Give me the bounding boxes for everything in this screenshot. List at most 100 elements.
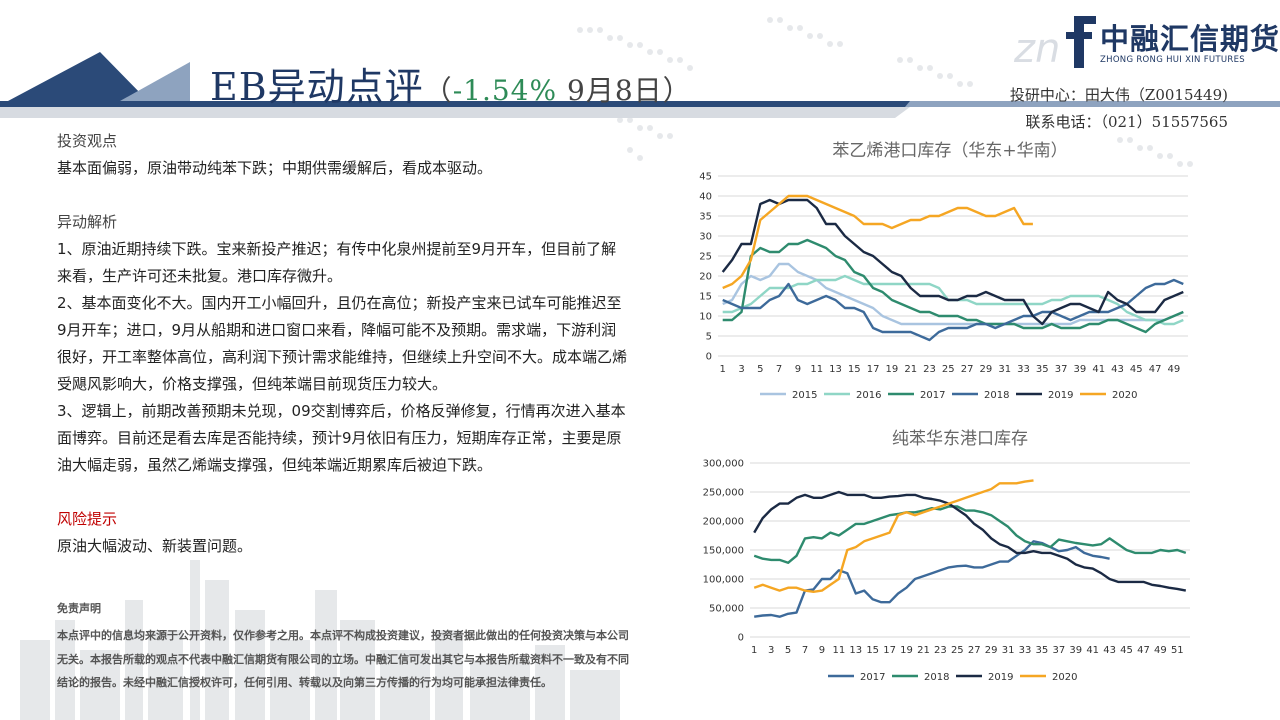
x-tick-label: 7 bbox=[776, 364, 782, 375]
x-tick-label: 1 bbox=[751, 645, 757, 656]
x-tick-label: 1 bbox=[720, 364, 726, 375]
y-tick-label: 20 bbox=[699, 272, 712, 283]
x-tick-label: 43 bbox=[1103, 645, 1116, 656]
title-date: 9月8日 bbox=[557, 74, 663, 107]
y-tick-label: 150,000 bbox=[703, 546, 744, 557]
x-tick-label: 13 bbox=[849, 645, 862, 656]
commentary-column: 投资观点 基本面偏弱，原油带动纯苯下跌；中期供需缓解后，看成本驱动。 异动解析 … bbox=[57, 128, 627, 560]
x-tick-label: 35 bbox=[1036, 364, 1049, 375]
series-line-2019 bbox=[721, 198, 1184, 326]
company-logo-icon: zn bbox=[1013, 16, 1096, 72]
logo-english-name: ZHONG RONG HUI XIN FUTURES bbox=[1100, 55, 1246, 65]
x-tick-label: 43 bbox=[1111, 364, 1124, 375]
x-tick-label: 31 bbox=[998, 364, 1011, 375]
view-heading: 投资观点 bbox=[57, 132, 118, 150]
analyst-line: 投研中心：田大伟（Z0015449) bbox=[1009, 86, 1228, 104]
y-tick-label: 15 bbox=[699, 292, 712, 303]
legend-label-2018: 2018 bbox=[984, 390, 1009, 401]
chart2-title: 纯苯华东港口库存 bbox=[892, 429, 1028, 449]
x-tick-label: 45 bbox=[1120, 645, 1133, 656]
y-tick-label: 35 bbox=[699, 212, 712, 223]
series-line-2018 bbox=[753, 505, 1187, 564]
x-tick-label: 15 bbox=[848, 364, 861, 375]
analysis-point-2: 2、基本面变化不大。国内开工小幅回升，且仍在高位；新投产宝来已试车可能推迟至9月… bbox=[57, 294, 628, 393]
title-change-pct: -1.54% bbox=[452, 74, 558, 107]
x-tick-label: 39 bbox=[1074, 364, 1087, 375]
x-tick-label: 11 bbox=[810, 364, 823, 375]
x-tick-label: 33 bbox=[1019, 645, 1032, 656]
x-tick-label: 21 bbox=[904, 364, 917, 375]
series-line-2020 bbox=[753, 479, 1034, 593]
x-tick-label: 9 bbox=[819, 645, 825, 656]
x-tick-label: 23 bbox=[934, 645, 947, 656]
analysis-heading: 异动解析 bbox=[57, 213, 118, 231]
x-tick-label: 15 bbox=[866, 645, 879, 656]
x-tick-label: 9 bbox=[795, 364, 801, 375]
analysis-point-3: 3、逻辑上，前期改善预期未兑现，09交割博弈后，价格反弹修复，行情再次进入基本面… bbox=[57, 402, 626, 474]
legend-label-2019: 2019 bbox=[988, 672, 1013, 683]
x-tick-label: 31 bbox=[1002, 645, 1015, 656]
x-tick-label: 21 bbox=[917, 645, 930, 656]
risk-heading: 风险提示 bbox=[57, 510, 118, 528]
series-line-2018 bbox=[722, 278, 1184, 342]
y-tick-label: 250,000 bbox=[703, 488, 744, 499]
y-tick-label: 100,000 bbox=[703, 575, 744, 586]
phone-line: 联系电话：（021）51557565 bbox=[1025, 113, 1228, 131]
analyst-info: 投研中心：田大伟（Z0015449) 联系电话：（021）51557565 bbox=[1010, 82, 1228, 136]
y-tick-label: 40 bbox=[699, 192, 712, 203]
svg-text:zn: zn bbox=[1013, 26, 1060, 72]
legend-label-2017: 2017 bbox=[860, 672, 885, 683]
x-tick-label: 5 bbox=[785, 645, 791, 656]
x-tick-label: 33 bbox=[1017, 364, 1030, 375]
legend-label-2020: 2020 bbox=[1052, 672, 1077, 683]
benzene-inventory-chart: 0 50,000 100,000 150,000 200,000 250,000 300,0… bbox=[703, 459, 1190, 683]
series-line-2020 bbox=[722, 194, 1033, 290]
x-tick-label: 5 bbox=[757, 364, 763, 375]
y-tick-label: 45 bbox=[699, 172, 712, 183]
x-tick-label: 39 bbox=[1069, 645, 1082, 656]
x-tick-label: 17 bbox=[883, 645, 896, 656]
x-tick-label: 37 bbox=[1055, 364, 1068, 375]
x-tick-label: 29 bbox=[980, 364, 993, 375]
view-text: 基本面偏弱，原油带动纯苯下跌；中期供需缓解后，看成本驱动。 bbox=[57, 159, 493, 177]
risk-text: 原油大幅波动、新装置问题。 bbox=[57, 537, 253, 555]
world-map-decoration bbox=[577, 17, 1193, 167]
x-tick-label: 25 bbox=[951, 645, 964, 656]
x-tick-label: 47 bbox=[1149, 364, 1162, 375]
y-tick-label: 10 bbox=[699, 312, 712, 323]
x-tick-label: 35 bbox=[1036, 645, 1049, 656]
chart1-title: 苯乙烯港口库存（华东+华南） bbox=[832, 141, 1068, 161]
title-main: EB异动点评 bbox=[210, 65, 424, 109]
city-skyline-decoration bbox=[20, 560, 620, 720]
analysis-point-1: 1、原油近期持续下跌。宝来新投产推迟；有传中化泉州提前至9月开车，但目前了解来看… bbox=[57, 240, 617, 285]
y-tick-label: 0 bbox=[738, 633, 744, 644]
x-tick-label: 45 bbox=[1130, 364, 1143, 375]
y-tick-label: 30 bbox=[699, 232, 712, 243]
title-close-paren: ） bbox=[662, 74, 692, 107]
y-tick-label: 25 bbox=[699, 252, 712, 263]
series-line-2017 bbox=[722, 238, 1184, 334]
x-tick-label: 23 bbox=[923, 364, 936, 375]
series-line-2019 bbox=[753, 490, 1187, 592]
x-tick-label: 41 bbox=[1086, 645, 1099, 656]
x-tick-label: 3 bbox=[768, 645, 774, 656]
x-tick-label: 49 bbox=[1168, 364, 1181, 375]
legend-label-2019: 2019 bbox=[1048, 390, 1073, 401]
x-tick-label: 29 bbox=[985, 645, 998, 656]
title-open-paren: （ bbox=[423, 74, 453, 107]
y-tick-label: 0 bbox=[706, 352, 712, 363]
y-tick-label: 300,000 bbox=[703, 459, 744, 470]
y-tick-label: 50,000 bbox=[709, 604, 744, 615]
x-tick-label: 37 bbox=[1052, 645, 1065, 656]
legend-label-2020: 2020 bbox=[1112, 390, 1137, 401]
disclaimer-heading: 免责声明 bbox=[57, 602, 101, 615]
x-tick-label: 19 bbox=[886, 364, 899, 375]
disclaimer-text: 本点评中的信息均来源于公开资料，仅作参考之用。本点评不构成投资建议，投资者据此做… bbox=[57, 629, 629, 689]
x-tick-label: 27 bbox=[961, 364, 974, 375]
x-tick-label: 47 bbox=[1137, 645, 1150, 656]
legend-label-2018: 2018 bbox=[924, 672, 949, 683]
x-tick-label: 17 bbox=[867, 364, 880, 375]
legend-label-2017: 2017 bbox=[920, 390, 945, 401]
